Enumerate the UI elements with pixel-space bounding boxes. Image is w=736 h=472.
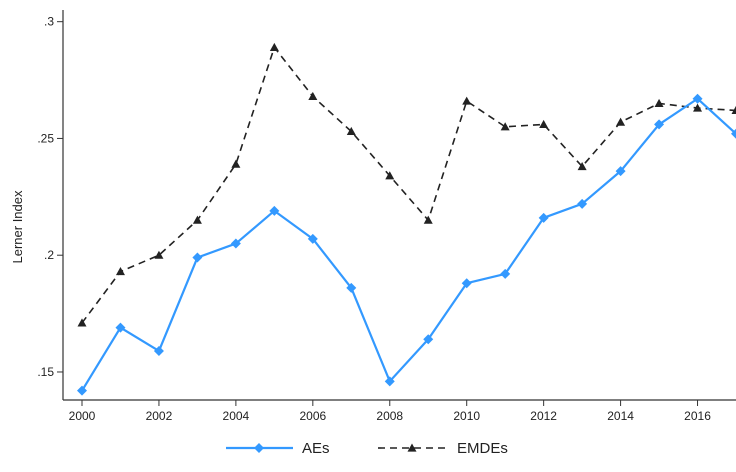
- axes: .15 .2 .25 .3 2000 2002 2004 2006 2008 2010 2012 20…: [37, 10, 736, 423]
- data-point-aes: [346, 282, 357, 293]
- data-point-aes: [77, 385, 87, 396]
- data-point-emdes: [731, 105, 736, 115]
- data-point-aes: [230, 238, 241, 249]
- series-layer: [77, 42, 736, 396]
- data-point-aes: [115, 322, 126, 333]
- x-tick-label: 2014: [607, 409, 634, 423]
- data-point-aes: [461, 278, 472, 289]
- data-point-emdes: [115, 267, 125, 276]
- data-point-aes: [731, 128, 736, 139]
- y-tick-label: .2: [44, 248, 54, 262]
- x-tick-label: 2004: [223, 409, 250, 423]
- data-point-aes: [615, 166, 626, 177]
- data-point-emdes: [462, 96, 472, 105]
- data-point-aes: [153, 345, 164, 356]
- y-tick-label: .3: [44, 15, 54, 29]
- data-point-aes: [538, 212, 549, 223]
- data-point-emdes: [577, 161, 587, 171]
- data-point-emdes: [231, 159, 241, 168]
- data-point-emdes: [654, 98, 664, 108]
- data-point-emdes: [385, 171, 395, 180]
- x-tick-label: 2006: [299, 409, 326, 423]
- y-tick-label: .15: [37, 365, 54, 379]
- data-point-emdes: [539, 119, 549, 129]
- x-tick-label: 2016: [684, 409, 711, 423]
- legend-label-aes: AEs: [302, 440, 330, 457]
- x-tick-label: 2000: [69, 409, 96, 423]
- data-point-emdes: [500, 122, 510, 131]
- data-point-emdes: [154, 250, 164, 259]
- series-aes: [77, 93, 736, 396]
- legend-marker-emdes: [407, 443, 417, 452]
- data-point-emdes: [423, 215, 433, 224]
- x-tick-label: 2008: [376, 409, 403, 423]
- data-point-emdes: [308, 91, 318, 101]
- data-point-aes: [307, 233, 318, 244]
- data-point-aes: [269, 205, 280, 216]
- legend-label-emdes: EMDEs: [457, 440, 508, 457]
- data-point-aes: [500, 268, 511, 279]
- data-point-aes: [577, 198, 588, 209]
- legend: AEs EMDEs: [226, 440, 508, 457]
- x-tick-label: 2010: [453, 409, 480, 423]
- legend-marker-aes: [254, 443, 264, 453]
- x-tick-label: 2002: [146, 409, 173, 423]
- series-line-emdes: [81, 46, 736, 324]
- y-axis-title: Lerner Index: [10, 190, 25, 263]
- series-line-aes: [81, 97, 736, 392]
- data-point-emdes: [192, 215, 202, 224]
- data-point-aes: [384, 376, 395, 387]
- data-point-aes: [423, 334, 434, 345]
- data-point-aes: [654, 119, 665, 130]
- data-point-emdes: [693, 103, 703, 112]
- data-point-emdes: [346, 126, 356, 136]
- data-point-emdes: [616, 117, 626, 126]
- data-point-emdes: [269, 42, 279, 51]
- data-point-emdes: [77, 318, 87, 327]
- x-tick-label: 2012: [530, 409, 557, 423]
- series-emdes: [77, 42, 736, 327]
- data-point-aes: [192, 252, 203, 263]
- y-tick-label: .25: [37, 131, 54, 145]
- data-point-aes: [692, 93, 703, 104]
